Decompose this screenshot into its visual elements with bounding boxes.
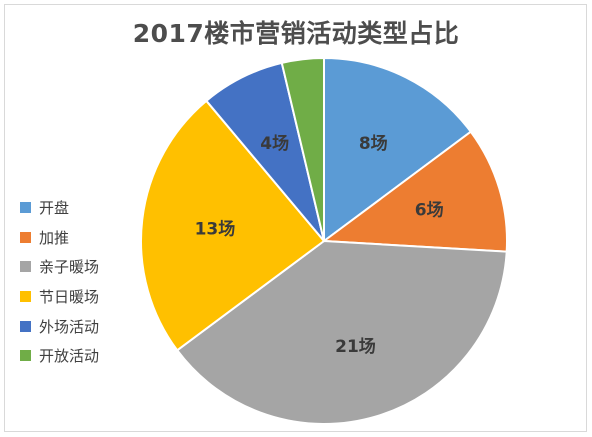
pie-slice-3 bbox=[140, 99, 326, 352]
legend-label: 外场活动 bbox=[39, 317, 100, 336]
legend-item-1: 加推 bbox=[20, 223, 99, 253]
legend-swatch bbox=[20, 320, 31, 332]
legend-item-0: 开盘 bbox=[20, 193, 99, 223]
legend-item-4: 外场活动 bbox=[20, 311, 99, 341]
legend-label: 开盘 bbox=[39, 199, 70, 218]
legend-swatch bbox=[20, 231, 31, 243]
slice-data-label-2: 21场 bbox=[335, 337, 376, 357]
legend-item-3: 节日暖场 bbox=[20, 282, 99, 312]
pie-slice-0 bbox=[323, 56, 473, 243]
pie-slice-5 bbox=[280, 56, 325, 242]
slice-data-label-0: 8场 bbox=[359, 134, 388, 154]
chart-frame bbox=[4, 4, 587, 432]
pie-slice-1 bbox=[321, 130, 508, 253]
slice-data-label-1: 6场 bbox=[415, 201, 444, 221]
legend-label: 节日暖场 bbox=[39, 288, 100, 307]
slice-data-label-3: 13场 bbox=[195, 219, 236, 239]
chart-title: 2017楼市营销活动类型占比 bbox=[132, 19, 460, 48]
legend-item-2: 亲子暖场 bbox=[20, 252, 99, 282]
chart-legend: 开盘加推亲子暖场节日暖场外场活动开放活动 bbox=[20, 193, 99, 371]
legend-swatch bbox=[20, 202, 31, 214]
pie-slice-2 bbox=[175, 239, 508, 425]
legend-label: 加推 bbox=[39, 228, 70, 247]
slice-data-label-4: 4场 bbox=[260, 134, 289, 154]
legend-swatch bbox=[20, 350, 31, 362]
legend-label: 开放活动 bbox=[39, 347, 100, 366]
legend-swatch bbox=[20, 291, 31, 303]
legend-label: 亲子暖场 bbox=[39, 258, 100, 277]
legend-item-5: 开放活动 bbox=[20, 341, 99, 371]
legend-swatch bbox=[20, 261, 31, 273]
